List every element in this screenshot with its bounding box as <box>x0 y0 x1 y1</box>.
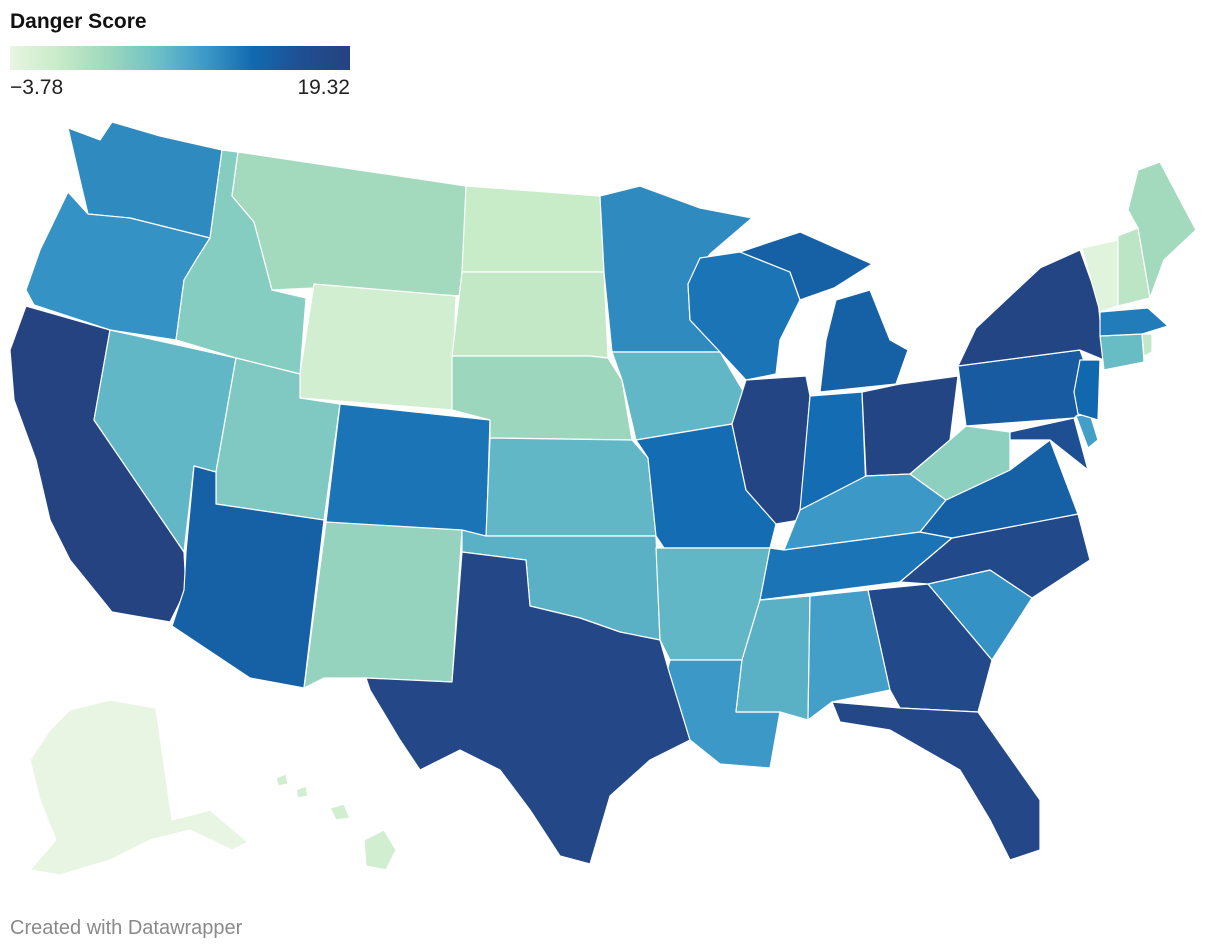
state-MI[interactable]: Michigan: 14 <box>739 231 873 301</box>
state-AK[interactable]: Alaska: -3.78 <box>29 699 249 876</box>
legend-min-label: −3.78 <box>10 76 64 99</box>
state-KS[interactable]: Kansas: 7 <box>485 437 657 537</box>
legend-color-scale <box>10 46 350 70</box>
state-HI-kauai[interactable]: Hawaii: -1.5 <box>275 773 289 787</box>
state-NY[interactable]: New York: 18.5 <box>957 249 1105 367</box>
state-AL[interactable]: Alabama: 9 <box>807 589 891 721</box>
state-MA[interactable]: Massachusetts: 11.5 <box>1099 307 1169 337</box>
legend-max-label: 19.32 <box>297 76 350 99</box>
footer-credit: Created with Datawrapper <box>10 917 243 939</box>
state-IL[interactable]: Illinois: 18.5 <box>731 375 811 525</box>
state-ME[interactable]: Maine: 2.5 <box>1127 161 1197 299</box>
state-NJ[interactable]: New Jersey: 13 <box>1073 359 1101 421</box>
state-NM[interactable]: New Mexico: 3.5 <box>303 521 463 689</box>
legend-gradient <box>10 46 350 70</box>
state-SD[interactable]: South Dakota: 0 <box>451 271 609 359</box>
state-HI-oahu[interactable]: Hawaii: -1.5 <box>295 785 309 799</box>
legend-title: Danger Score <box>10 10 147 33</box>
state-TX[interactable]: Texas: 18 <box>365 551 691 865</box>
state-MD[interactable]: Maryland: 16 <box>1009 417 1089 471</box>
state-AZ[interactable]: Arizona: 14 <box>171 465 325 689</box>
state-CT[interactable]: Connecticut: 6.5 <box>1099 333 1145 371</box>
state-FL[interactable]: Florida: 18 <box>831 701 1041 861</box>
state-MI-lower[interactable]: Michigan: 14 <box>819 289 909 393</box>
state-RI[interactable]: Rhode Island: 0 <box>1141 333 1153 357</box>
state-WY[interactable]: Wyoming: -1.5 <box>299 283 457 411</box>
state-ND[interactable]: North Dakota: -0.5 <box>461 185 605 273</box>
state-HI-maui[interactable]: Hawaii: -1.5 <box>329 803 351 821</box>
state-HI[interactable]: Hawaii: -1.5 <box>363 829 397 871</box>
